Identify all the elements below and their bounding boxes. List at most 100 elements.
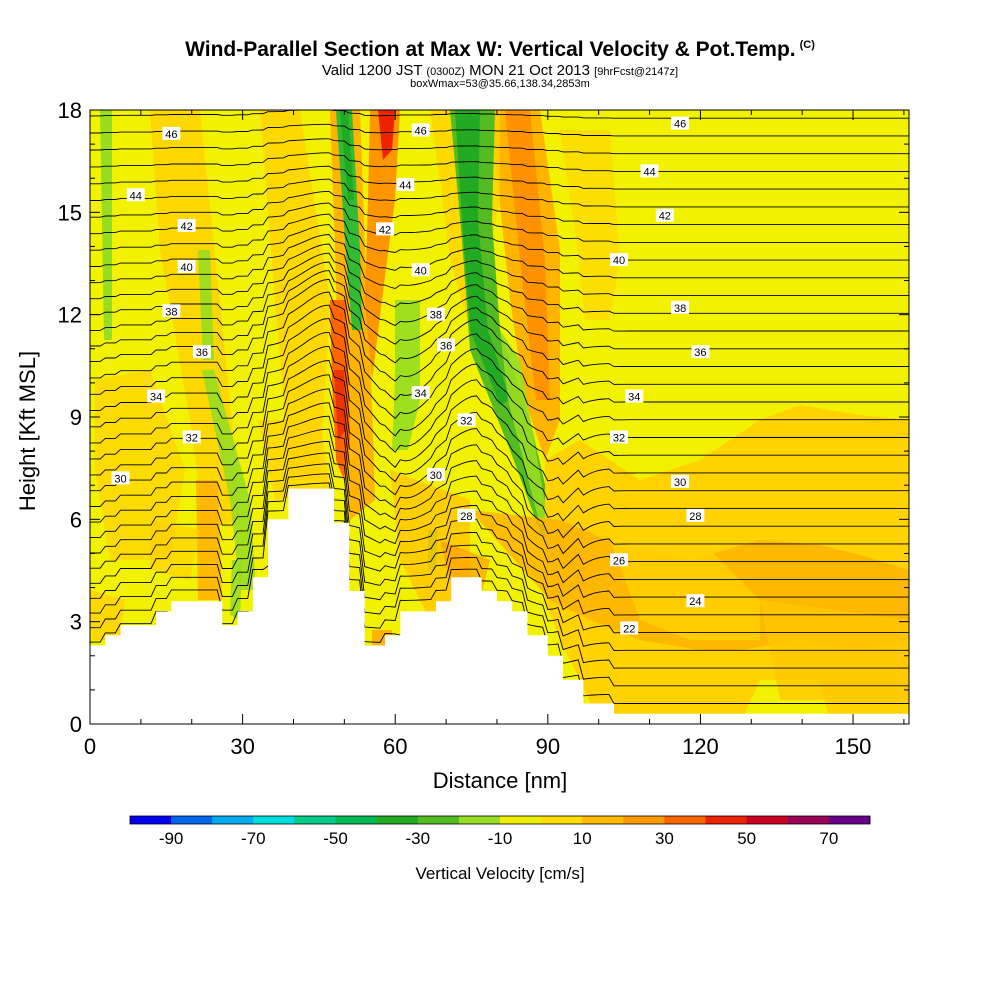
isentrope-label: 22 (623, 623, 635, 635)
x-tick-label: 60 (383, 734, 407, 759)
isentrope-line (90, 152, 909, 172)
isentrope-line (90, 463, 909, 634)
colorbar-swatch (746, 816, 789, 824)
isentrope-label: 46 (415, 125, 427, 137)
colorbar-swatch (828, 816, 871, 824)
colorbar-tick-label: -10 (488, 829, 513, 848)
colorbar-tick-label: -70 (241, 829, 266, 848)
isentrope-line (90, 374, 909, 522)
isentrope-label: 38 (165, 306, 177, 318)
isentrope-line (90, 190, 909, 226)
velocity-patch (392, 300, 420, 450)
isentrope-line (90, 318, 909, 446)
isentrope-line (90, 224, 909, 279)
y-tick-label: 9 (70, 405, 82, 430)
colorbar-tick-label: 10 (573, 829, 592, 848)
isentrope-line (90, 213, 909, 261)
velocity-patch (560, 130, 620, 320)
isentrope-label-bg (625, 389, 644, 403)
x-tick-label: 90 (536, 734, 560, 759)
isentrope-line (90, 388, 909, 539)
isentrope-line (90, 202, 909, 243)
colorbar-tick-label: 30 (655, 829, 674, 848)
colorbar-tick-label: -90 (159, 829, 184, 848)
isentrope-label-bg (610, 553, 629, 567)
colorbar-swatch (500, 816, 542, 824)
isentrope-line (90, 123, 909, 137)
x-tick-label: 150 (835, 734, 872, 759)
isentrope-label-bg (192, 345, 211, 359)
box-info: boxWmax=53@35.66,138.34,2853m (410, 78, 590, 90)
isentrope-label: 26 (613, 555, 625, 567)
x-tick-label: 0 (84, 734, 96, 759)
colorbar-swatch (458, 816, 501, 824)
isentrope-line (90, 110, 909, 119)
isentrope-line (90, 178, 909, 208)
isentrope-label: 30 (114, 473, 126, 485)
colorbar-swatch (171, 816, 213, 824)
colorbar-tick-label: -50 (323, 829, 348, 848)
colorbar-swatch (376, 816, 419, 824)
velocity-patch (100, 110, 112, 340)
isentrope-label-bg (177, 218, 196, 232)
chart-title-text: Wind-Parallel Section at Max W: Vertical… (185, 38, 796, 61)
velocity-patch (500, 330, 548, 525)
isentrope-label-bg (162, 126, 181, 140)
isentrope-line (90, 291, 909, 405)
isentrope-label-bg (671, 474, 690, 488)
colorbar: -90 -70 -50 -30 -10 10 30 50 70 (129, 815, 871, 848)
isentrope-line (90, 304, 909, 425)
colorbar-tick-label: 70 (819, 829, 838, 848)
isentrope-label: 32 (613, 432, 625, 444)
isentrope-label-bg (610, 430, 629, 444)
isentrope-label-bg (686, 594, 705, 608)
isentrope-label-bg (411, 263, 430, 277)
isentrope-label: 32 (186, 432, 198, 444)
isentrope-label: 42 (379, 224, 391, 236)
isentrope-line (90, 165, 909, 190)
isentrope-label-bg (610, 253, 629, 267)
valid-date: MON 21 Oct 2013 (469, 62, 590, 79)
chart-title: Wind-Parallel Section at Max W: Vertical… (0, 38, 1000, 62)
isentrope-label-bg (411, 386, 430, 400)
velocity-patch (455, 110, 510, 405)
colorbar-swatch (705, 816, 748, 824)
plot-area: 46 44 42 40 38 36 34 32 30 46 44 42 40 38 36 34 32 30 28 46… (90, 110, 909, 724)
isentrope-label: 42 (181, 221, 193, 233)
colorbar-label: Vertical Velocity [cm/s] (415, 864, 585, 883)
isentrope-label: 34 (628, 392, 640, 404)
isentrope-line (90, 252, 909, 332)
colorbar-swatch (130, 816, 172, 824)
isentrope-label: 42 (659, 211, 671, 223)
isentrope-label-bg (620, 621, 639, 635)
colorbar-swatch (335, 816, 378, 824)
valid-time: Valid 1200 JST (321, 62, 423, 79)
isentrope-label: 36 (196, 347, 208, 359)
colorbar-swatch (541, 816, 583, 824)
isentrope-label-bg (396, 178, 415, 192)
isentrope-line (90, 261, 909, 350)
isentrope-line (90, 234, 909, 297)
isentrope-label-bg (686, 508, 705, 522)
x-axis-label: Distance [nm] (432, 768, 568, 793)
isentrope-label-bg (671, 116, 690, 130)
isentrope-label: 46 (165, 129, 177, 141)
isentrope-label: 32 (460, 415, 472, 427)
copyright-mark: (C) (799, 39, 815, 51)
isentrope-line (90, 452, 909, 616)
isentrope-line (90, 243, 909, 314)
isentrope-line (90, 360, 909, 504)
terrain (90, 488, 909, 724)
isentrope-label-bg (691, 345, 710, 359)
velocity-patch (336, 110, 362, 330)
isentrope-label: 40 (181, 262, 193, 274)
isentrope-label: 36 (694, 347, 706, 359)
isentrope-label-bg (655, 208, 674, 222)
velocity-patch (340, 110, 354, 200)
y-tick-label: 12 (58, 303, 82, 328)
y-tick-label: 6 (70, 507, 82, 532)
velocity-patch (150, 520, 200, 580)
isentrope-line (90, 402, 909, 555)
valid-zulu: (0300Z) (426, 66, 465, 78)
